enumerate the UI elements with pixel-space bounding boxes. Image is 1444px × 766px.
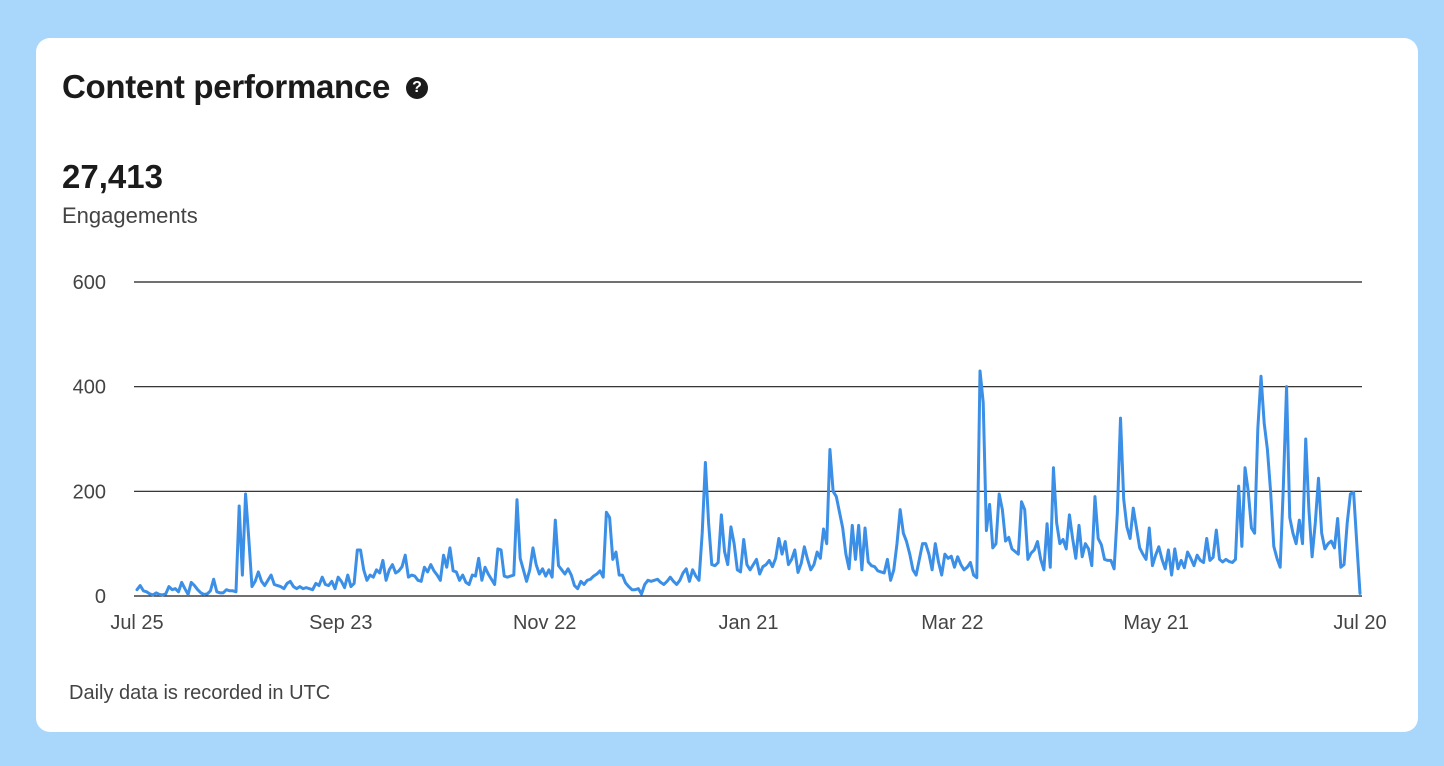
x-tick-label: Nov 22: [513, 612, 576, 634]
x-tick-label: May 21: [1123, 612, 1189, 634]
y-tick-label: 200: [73, 481, 106, 503]
card-header: Content performance ?: [62, 68, 429, 106]
content-performance-card: Content performance ? 27,413 Engagements…: [36, 38, 1418, 732]
engagements-label: Engagements: [62, 203, 198, 228]
series-line: [135, 369, 1362, 597]
card-title: Content performance: [62, 68, 391, 105]
x-tick-label: Mar 22: [921, 612, 983, 634]
y-tick-label: 0: [95, 586, 106, 608]
y-tick-label: 400: [73, 377, 106, 399]
x-tick-label: Jul 20: [1333, 612, 1386, 634]
y-axis-ticks: 0 200 400 600: [73, 272, 106, 608]
x-tick-label: Jan 21: [718, 612, 778, 634]
chart-grid: [134, 281, 1362, 597]
utc-footnote: Daily data is recorded in UTC: [69, 682, 331, 704]
series-layer: [135, 369, 1362, 597]
x-tick-label: Jul 25: [110, 612, 163, 634]
y-tick-label: 600: [73, 272, 106, 294]
x-axis-ticks: Jul 25 Sep 23 Nov 22 Jan 21 Mar 22 May 21 Jul …: [110, 612, 1386, 634]
engagements-line-chart: 0 200 400 600 Jul 25 Sep 23 Nov 22 Jan 21 Mar 2…: [73, 272, 1387, 634]
x-tick-label: Sep 23: [309, 612, 372, 634]
help-icon[interactable]: ?: [406, 77, 429, 99]
engagements-total: 27,413: [62, 158, 163, 195]
